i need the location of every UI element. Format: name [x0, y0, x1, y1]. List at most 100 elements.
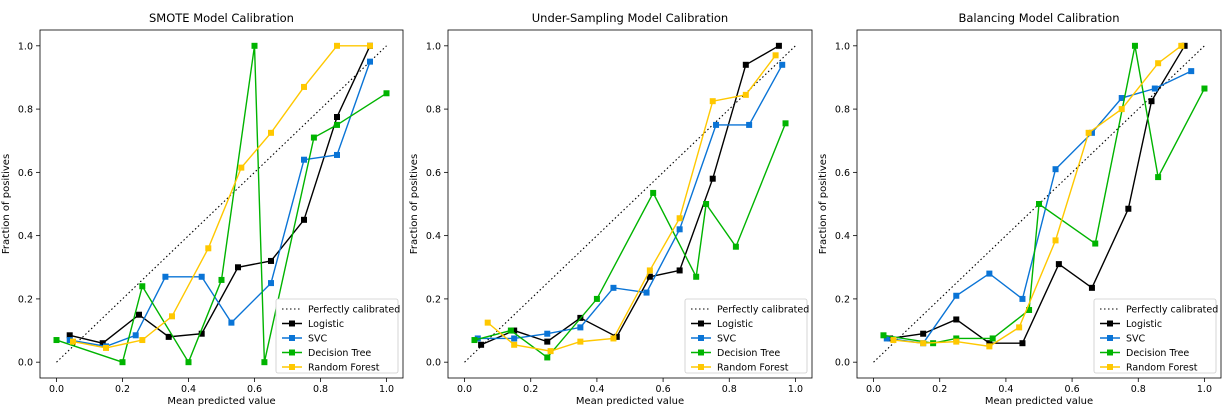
legend-marker	[698, 364, 704, 370]
data-point	[775, 42, 782, 49]
y-tick-label: 1.0	[835, 41, 850, 52]
data-point	[198, 273, 205, 280]
data-point	[301, 156, 307, 163]
chart-panel-2: Under-Sampling Model Calibration 0.0 0.2 0.…	[409, 11, 813, 407]
x-tick-label: 0.6	[1065, 384, 1080, 395]
legend-label: Random Forest	[308, 363, 380, 374]
data-point	[268, 257, 274, 264]
data-point	[1019, 295, 1026, 302]
chart-title: Balancing Model Calibration	[959, 11, 1120, 25]
y-tick-label: 0.4	[18, 231, 33, 242]
data-point	[1148, 98, 1155, 105]
data-point	[577, 338, 584, 345]
data-point	[53, 337, 60, 344]
series-line	[883, 45, 1206, 344]
series-line	[56, 45, 387, 364]
data-point	[593, 295, 600, 302]
data-point	[703, 201, 710, 207]
x-axis-label: Mean predicted value	[167, 396, 275, 407]
y-tick-label: 0.6	[835, 168, 850, 179]
data-point	[732, 243, 739, 250]
data-point	[709, 175, 716, 182]
x-tick-label: 0.0	[49, 384, 64, 395]
legend-marker	[289, 335, 295, 341]
legend-label: Decision Tree	[1126, 348, 1189, 359]
y-tick-label: 0.4	[426, 231, 441, 242]
data-point	[1036, 201, 1042, 207]
series-line	[72, 45, 370, 349]
data-point	[713, 121, 720, 128]
data-point	[772, 52, 779, 59]
series-svc	[883, 68, 1195, 347]
data-point	[1026, 306, 1033, 313]
legend-box	[1093, 298, 1217, 374]
legend-marker	[289, 349, 295, 356]
data-point	[953, 292, 960, 299]
data-point	[334, 151, 340, 158]
data-point	[1052, 166, 1059, 173]
x-tick-label: 0.0	[866, 384, 881, 395]
data-point	[268, 129, 274, 136]
data-point	[1118, 106, 1125, 113]
legend-label: Random Forest	[717, 363, 789, 374]
y-tick-label: 0.6	[18, 168, 33, 179]
data-point	[920, 340, 927, 347]
data-point	[251, 42, 258, 49]
data-point	[132, 332, 139, 339]
series-line	[69, 45, 371, 344]
data-point	[383, 90, 390, 97]
data-point	[70, 338, 76, 345]
x-tick-label: 0.2	[523, 384, 538, 395]
legend-label: SVC	[1126, 334, 1146, 345]
data-point	[162, 273, 169, 280]
x-tick-label: 0.6	[656, 384, 671, 395]
data-point	[676, 267, 683, 274]
data-point	[484, 319, 491, 326]
data-point	[986, 270, 993, 277]
x-tick-label: 0.8	[722, 384, 737, 395]
data-point	[1155, 174, 1162, 181]
data-point	[646, 267, 653, 274]
x-tick-label: 0.4	[998, 384, 1013, 395]
data-point	[507, 327, 514, 334]
chart-panel-3: Balancing Model Calibration 0.0 0.2 0.4 0.6 0…	[818, 11, 1222, 407]
data-point	[650, 189, 657, 196]
data-point	[1131, 42, 1138, 49]
series-line	[69, 61, 371, 348]
data-point	[511, 335, 518, 342]
legend-marker	[289, 320, 295, 327]
data-point	[746, 121, 753, 128]
data-point	[261, 359, 268, 366]
data-point	[953, 316, 960, 323]
series-svc	[474, 61, 786, 342]
x-tick-label: 1.0	[379, 384, 394, 395]
data-point	[1085, 129, 1092, 136]
x-tick-label: 0.6	[247, 384, 262, 395]
chart-title: SMOTE Model Calibration	[149, 11, 294, 25]
data-point	[953, 338, 960, 345]
plot-frame	[856, 29, 1222, 379]
data-point	[779, 61, 786, 68]
data-point	[880, 332, 887, 339]
series-random-forest	[484, 52, 779, 355]
series-line	[886, 70, 1192, 344]
y-tick-label: 1.0	[426, 41, 441, 52]
series-random-forest	[70, 42, 373, 351]
y-tick-label: 0.8	[835, 105, 850, 116]
legend-label: SVC	[308, 334, 328, 345]
data-point	[742, 91, 749, 98]
data-point	[1178, 42, 1185, 49]
series-line	[893, 45, 1182, 348]
legend-label: Logistic	[308, 319, 344, 330]
data-point	[920, 330, 927, 337]
chart-panel-1: SMOTE Model Calibration 0.0 0.2 0.4 0.6 0.8 1.…	[1, 11, 404, 407]
data-point	[989, 335, 996, 342]
y-tick-label: 0.8	[18, 105, 33, 116]
series-line	[477, 64, 783, 340]
data-point	[883, 335, 890, 342]
perfectly-calibrated-line	[56, 45, 387, 363]
x-tick-label: 0.8	[1131, 384, 1146, 395]
y-tick-label: 0.2	[18, 294, 33, 305]
data-point	[165, 333, 172, 340]
